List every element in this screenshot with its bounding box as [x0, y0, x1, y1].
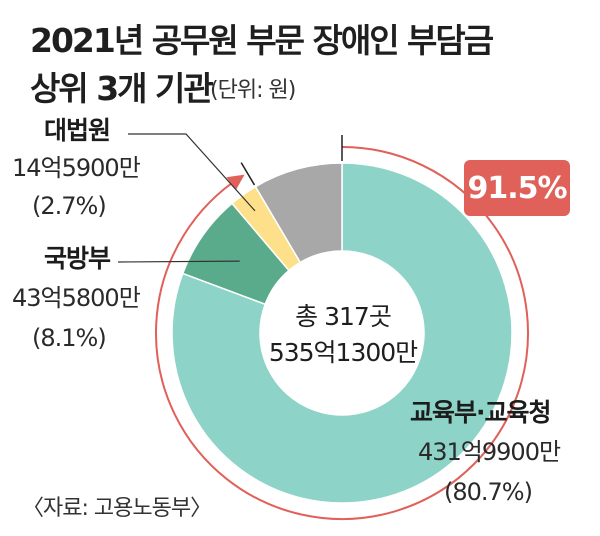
- label-court-amount: 14억5900만: [12, 154, 141, 182]
- center-total-amount: 535억1300만: [268, 338, 418, 367]
- label-edu-amount: 431억9900만: [418, 438, 561, 466]
- label-defense-name: 국방부: [44, 244, 111, 273]
- label-court-name: 대법원: [44, 116, 111, 145]
- label-edu-name: 교육부·교육청: [410, 398, 551, 427]
- label-edu-percent: (80.7%): [444, 478, 533, 506]
- arc-arrowhead: [226, 174, 245, 191]
- leader-line-court: [128, 133, 256, 212]
- unit-label: (단위: 원): [210, 78, 296, 103]
- chart-title-line1: 2021년 공무원 부문 장애인 부담금: [30, 21, 494, 60]
- donut-hole: [260, 251, 424, 415]
- center-total-count: 총 317곳: [295, 302, 392, 331]
- chart-title-line2: 상위 3개 기관: [30, 69, 214, 108]
- label-defense-amount: 43억5800만: [12, 284, 141, 312]
- leader-line-defense: [117, 260, 240, 263]
- top3-share-badge: 91.5%: [464, 160, 570, 216]
- top3-share-arc: [155, 146, 529, 520]
- label-defense-percent: (8.1%): [32, 324, 107, 352]
- source-note: 〈자료: 고용노동부〉: [22, 496, 212, 521]
- arc-boundary-tick-1: [240, 162, 256, 186]
- label-court-percent: (2.7%): [32, 192, 107, 220]
